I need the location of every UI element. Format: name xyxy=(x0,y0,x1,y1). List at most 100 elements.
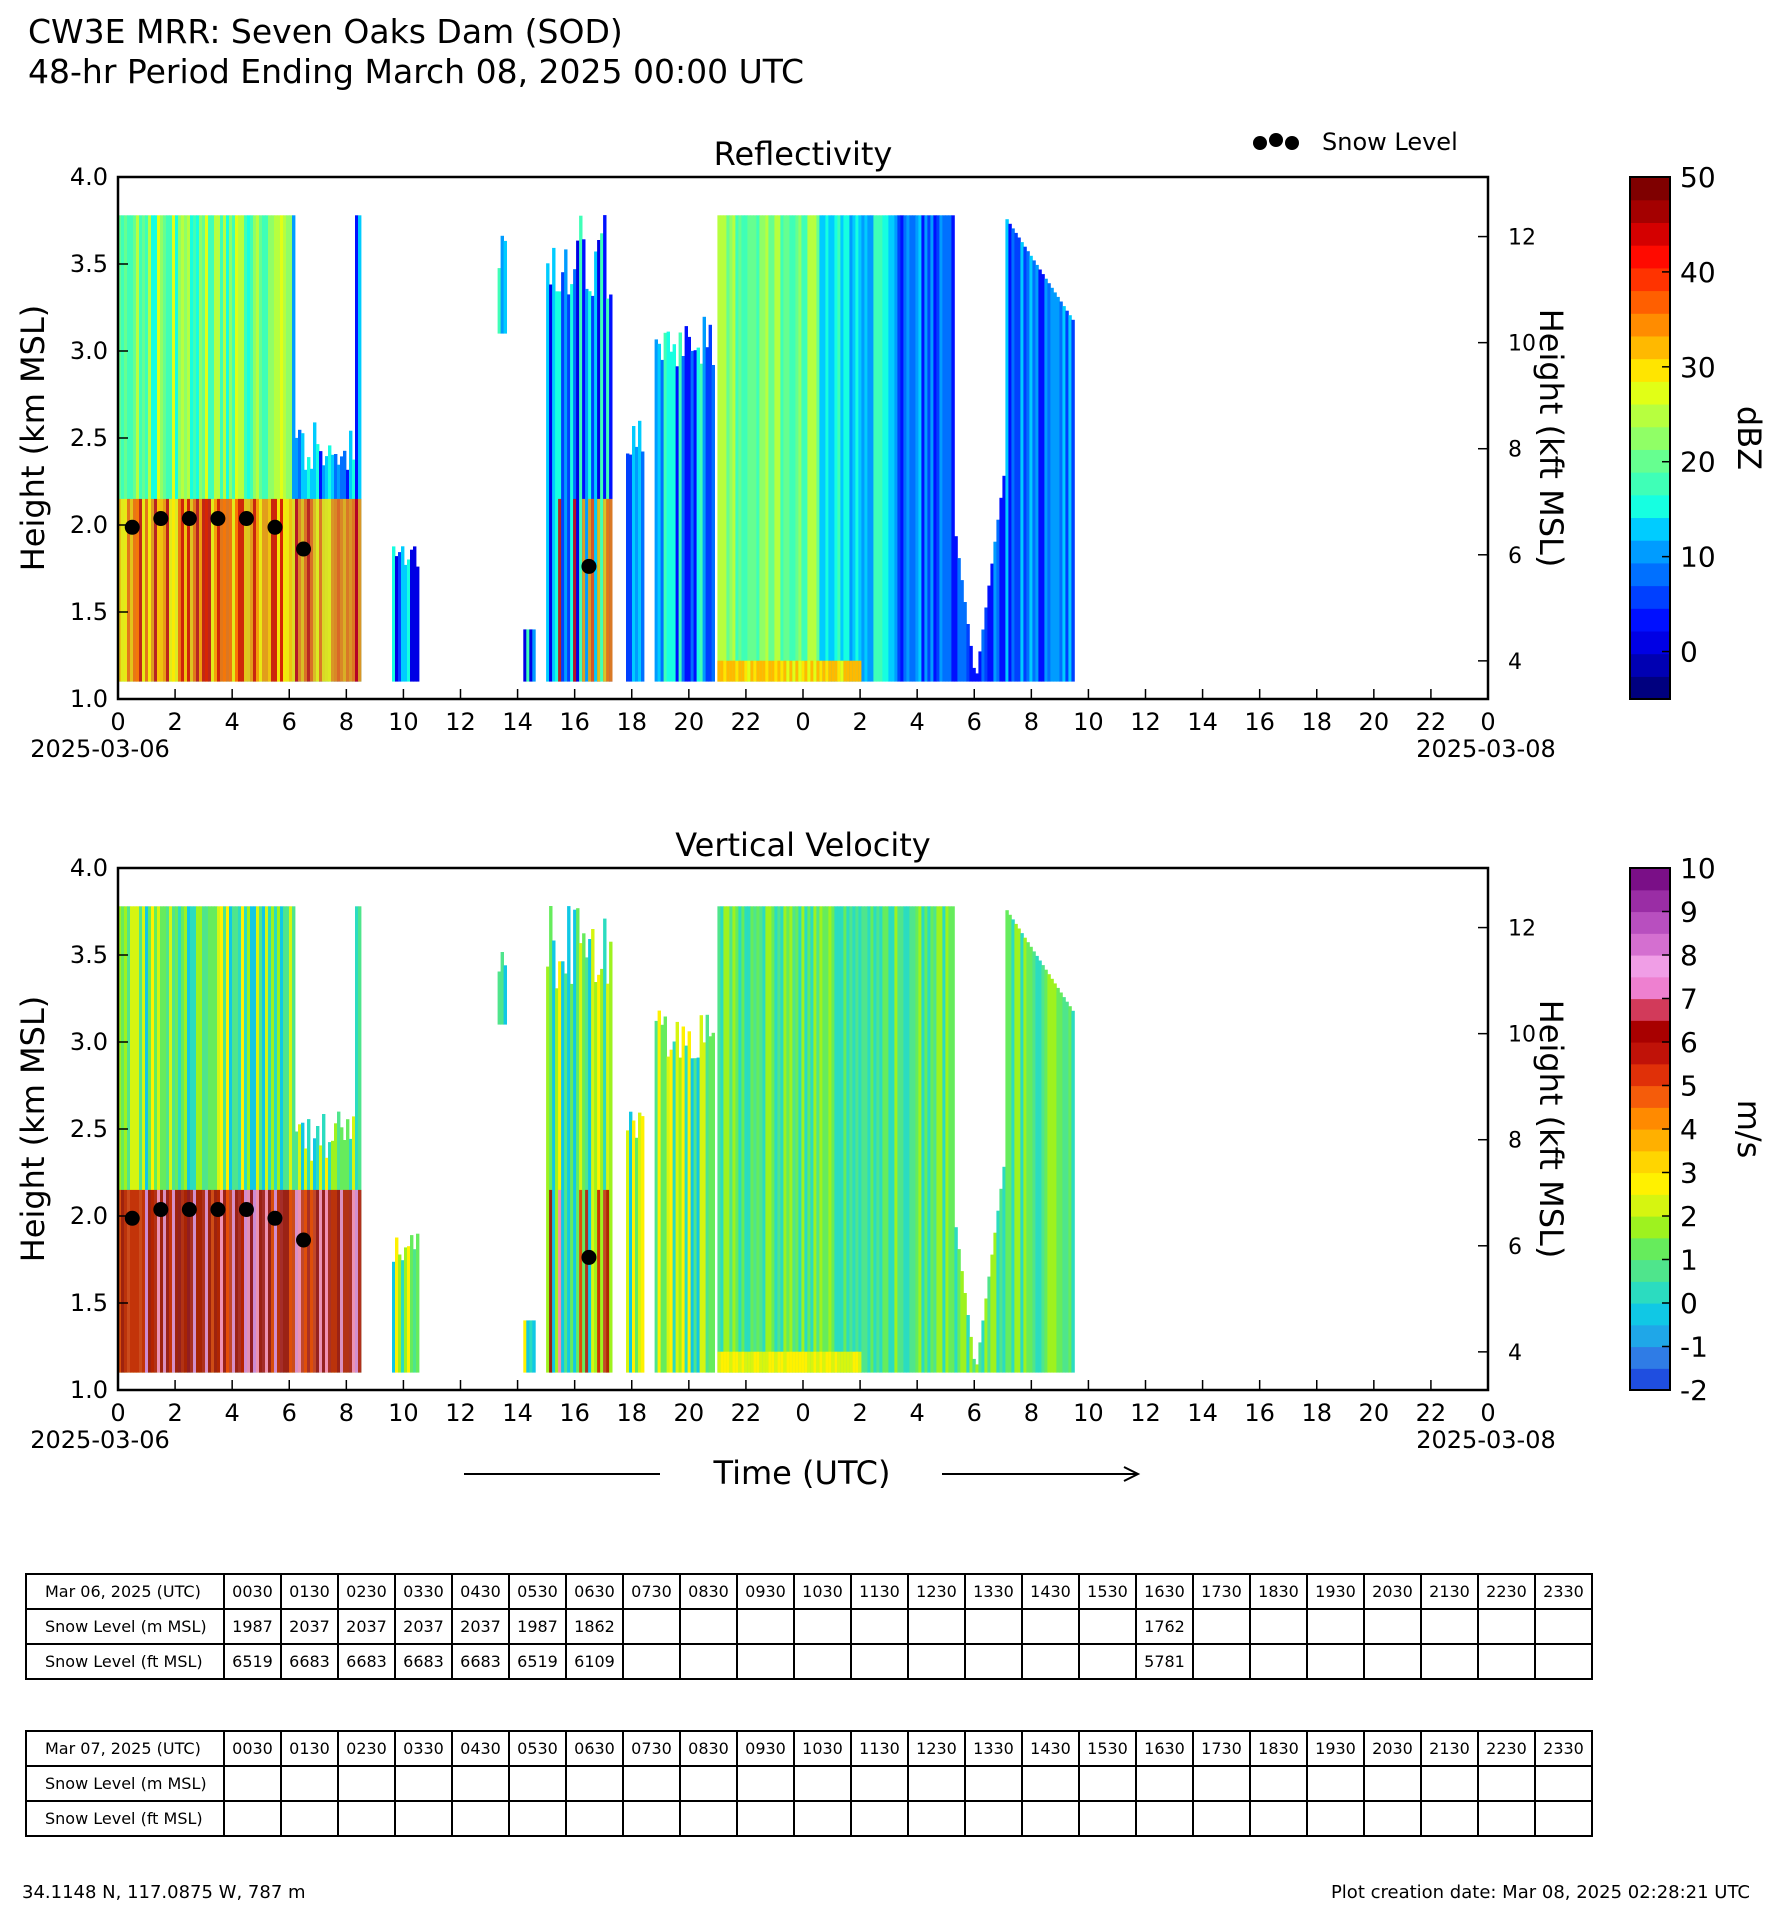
table-value-cell xyxy=(1078,1765,1137,1802)
colorbar-segment xyxy=(1630,177,1670,201)
data-column xyxy=(996,1210,1000,1373)
data-column xyxy=(726,215,730,682)
table-value-cell: 1987 xyxy=(508,1608,567,1645)
data-column xyxy=(936,215,940,682)
x-tick-label: 12 xyxy=(445,1399,476,1427)
data-column xyxy=(876,215,880,682)
data-column xyxy=(675,1021,679,1373)
snow-level-table-mar06: Mar 06, 2025 (UTC) 0030 0130 0230 0330 0430 05… xyxy=(25,1573,1593,1680)
warm-band-column xyxy=(307,1189,311,1373)
warm-band-column xyxy=(289,1189,293,1373)
data-column xyxy=(864,215,868,682)
table-value-cell: 6683 xyxy=(280,1643,339,1680)
near-surface-column xyxy=(750,1351,754,1373)
snow-level-point xyxy=(238,1202,254,1218)
near-surface-column xyxy=(744,1351,748,1373)
colorbar-tick-label: 0 xyxy=(1680,636,1698,669)
plot-creation-date: Plot creation date: Mar 08, 2025 02:28:2… xyxy=(1330,1882,1750,1903)
snow-level-point xyxy=(267,519,283,535)
data-column xyxy=(151,906,155,1373)
near-surface-column xyxy=(825,1351,829,1373)
data-column xyxy=(564,973,568,1373)
table-value-cell xyxy=(1306,1800,1365,1837)
table-value-cell xyxy=(622,1643,681,1680)
data-column xyxy=(130,215,134,682)
near-surface-column xyxy=(852,1351,856,1373)
warm-band-column xyxy=(292,1189,296,1373)
data-column xyxy=(238,215,242,682)
data-column xyxy=(600,968,604,1373)
y-axis-title: Height (km MSL) xyxy=(14,305,52,572)
table-value-cell xyxy=(736,1800,795,1837)
table-value-cell xyxy=(1192,1608,1251,1645)
data-column xyxy=(603,215,607,682)
x-tick-label: 0 xyxy=(795,708,810,736)
chart-canvas: Reflectivity1.01.52.02.53.03.54.04681012… xyxy=(14,128,1768,1492)
table-value-cell xyxy=(1135,1800,1194,1837)
table-time-cell: 1930 xyxy=(1306,1573,1365,1610)
warm-band-column xyxy=(229,1189,233,1373)
data-column xyxy=(912,215,916,682)
colorbar-segment xyxy=(1630,1042,1670,1065)
data-column xyxy=(942,215,946,682)
warm-band-column xyxy=(256,1189,260,1373)
x-tick-label: 4 xyxy=(225,708,240,736)
data-column xyxy=(666,331,670,682)
colorbar-segment xyxy=(1630,933,1670,956)
warm-band-column xyxy=(337,1189,341,1373)
warm-band-column xyxy=(169,1189,173,1373)
colorbar-segment xyxy=(1630,290,1670,314)
near-surface-column xyxy=(834,1351,838,1373)
near-surface-column xyxy=(834,660,838,682)
data-column xyxy=(558,961,562,1373)
near-surface-column xyxy=(762,660,766,682)
warm-band-column xyxy=(247,498,251,682)
table-time-cell: 2030 xyxy=(1363,1730,1422,1767)
data-column xyxy=(831,906,835,1373)
table-time-cell: 0830 xyxy=(679,1730,738,1767)
data-column xyxy=(532,629,536,682)
data-column xyxy=(1041,274,1045,682)
table-value-cell xyxy=(907,1765,966,1802)
table-value-cell xyxy=(451,1765,510,1802)
warm-band-column xyxy=(606,1189,610,1373)
data-column xyxy=(933,215,937,682)
warm-band-column xyxy=(558,498,562,682)
data-column xyxy=(687,1031,691,1373)
table-value-cell xyxy=(565,1800,624,1837)
warm-band-column xyxy=(346,498,350,682)
warm-band-column xyxy=(202,498,206,682)
data-column xyxy=(900,215,904,682)
data-column xyxy=(1071,319,1075,682)
table-value-cell: 1862 xyxy=(565,1608,624,1645)
colorbar-segment xyxy=(1630,1063,1670,1087)
data-column xyxy=(732,215,736,682)
data-column xyxy=(157,906,161,1373)
warm-band-column xyxy=(352,1189,356,1373)
data-column xyxy=(139,215,143,682)
data-column xyxy=(244,906,248,1373)
data-column xyxy=(780,906,784,1373)
warm-band-column xyxy=(304,498,308,682)
table-value-cell: 6683 xyxy=(451,1643,510,1680)
near-surface-column xyxy=(849,1351,853,1373)
data-column xyxy=(861,906,865,1373)
table-time-cell: 0530 xyxy=(508,1730,567,1767)
warm-band-column xyxy=(139,1189,143,1373)
data-column xyxy=(717,906,721,1373)
near-surface-column xyxy=(780,1351,784,1373)
warm-band-column xyxy=(265,498,269,682)
warm-band-column xyxy=(262,498,266,682)
warm-band-column xyxy=(220,498,224,682)
data-column xyxy=(693,1058,697,1373)
table-time-cell: 1930 xyxy=(1306,1730,1365,1767)
colorbar-segment xyxy=(1630,381,1670,405)
data-column xyxy=(523,629,527,682)
data-column xyxy=(654,1020,658,1373)
data-column xyxy=(641,1116,645,1373)
data-column xyxy=(795,906,799,1373)
near-surface-column xyxy=(819,660,823,682)
warm-band-column xyxy=(178,1189,182,1373)
table-row-label: Snow Level (ft MSL) xyxy=(25,1643,225,1680)
table-time-cell: 0930 xyxy=(736,1573,795,1610)
